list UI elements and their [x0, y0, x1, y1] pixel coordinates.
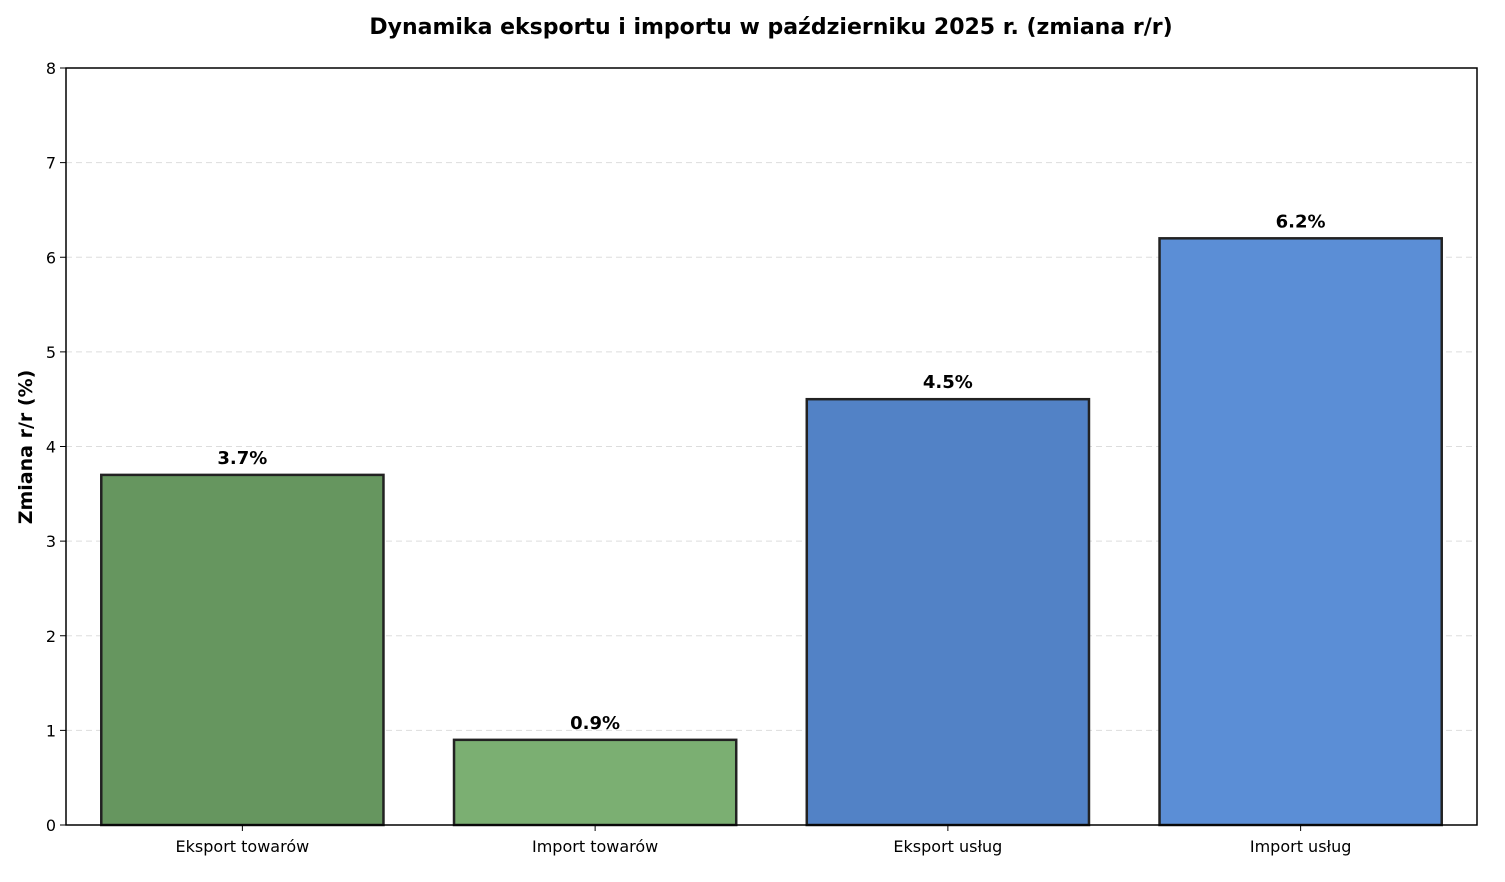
data-label: 0.9% [570, 713, 620, 734]
y-axis-label: Zmiana r/r (%) [15, 370, 37, 525]
chart-title: Dynamika eksportu i importu w październi… [369, 15, 1172, 40]
x-tick-label: Eksport usług [893, 837, 1002, 856]
y-tick-label: 6 [46, 248, 56, 267]
bar [805, 397, 1091, 827]
y-tick-label: 7 [46, 154, 56, 173]
y-tick-label: 4 [46, 438, 56, 457]
x-tick-label: Eksport towarów [176, 837, 310, 856]
bar [100, 473, 385, 827]
bar [1158, 237, 1443, 827]
x-tick-label: Import towarów [532, 837, 658, 856]
data-label: 4.5% [923, 372, 973, 393]
y-tick-label: 1 [46, 721, 56, 740]
y-tick-label: 0 [46, 816, 56, 835]
data-label: 3.7% [217, 448, 267, 469]
bar [452, 738, 738, 827]
y-tick-label: 3 [46, 532, 56, 551]
y-tick-label: 5 [46, 343, 56, 362]
y-tick-label: 8 [46, 59, 56, 78]
y-tick-label: 2 [46, 627, 56, 646]
data-label: 6.2% [1276, 211, 1326, 232]
x-tick-label: Import usług [1250, 837, 1352, 856]
